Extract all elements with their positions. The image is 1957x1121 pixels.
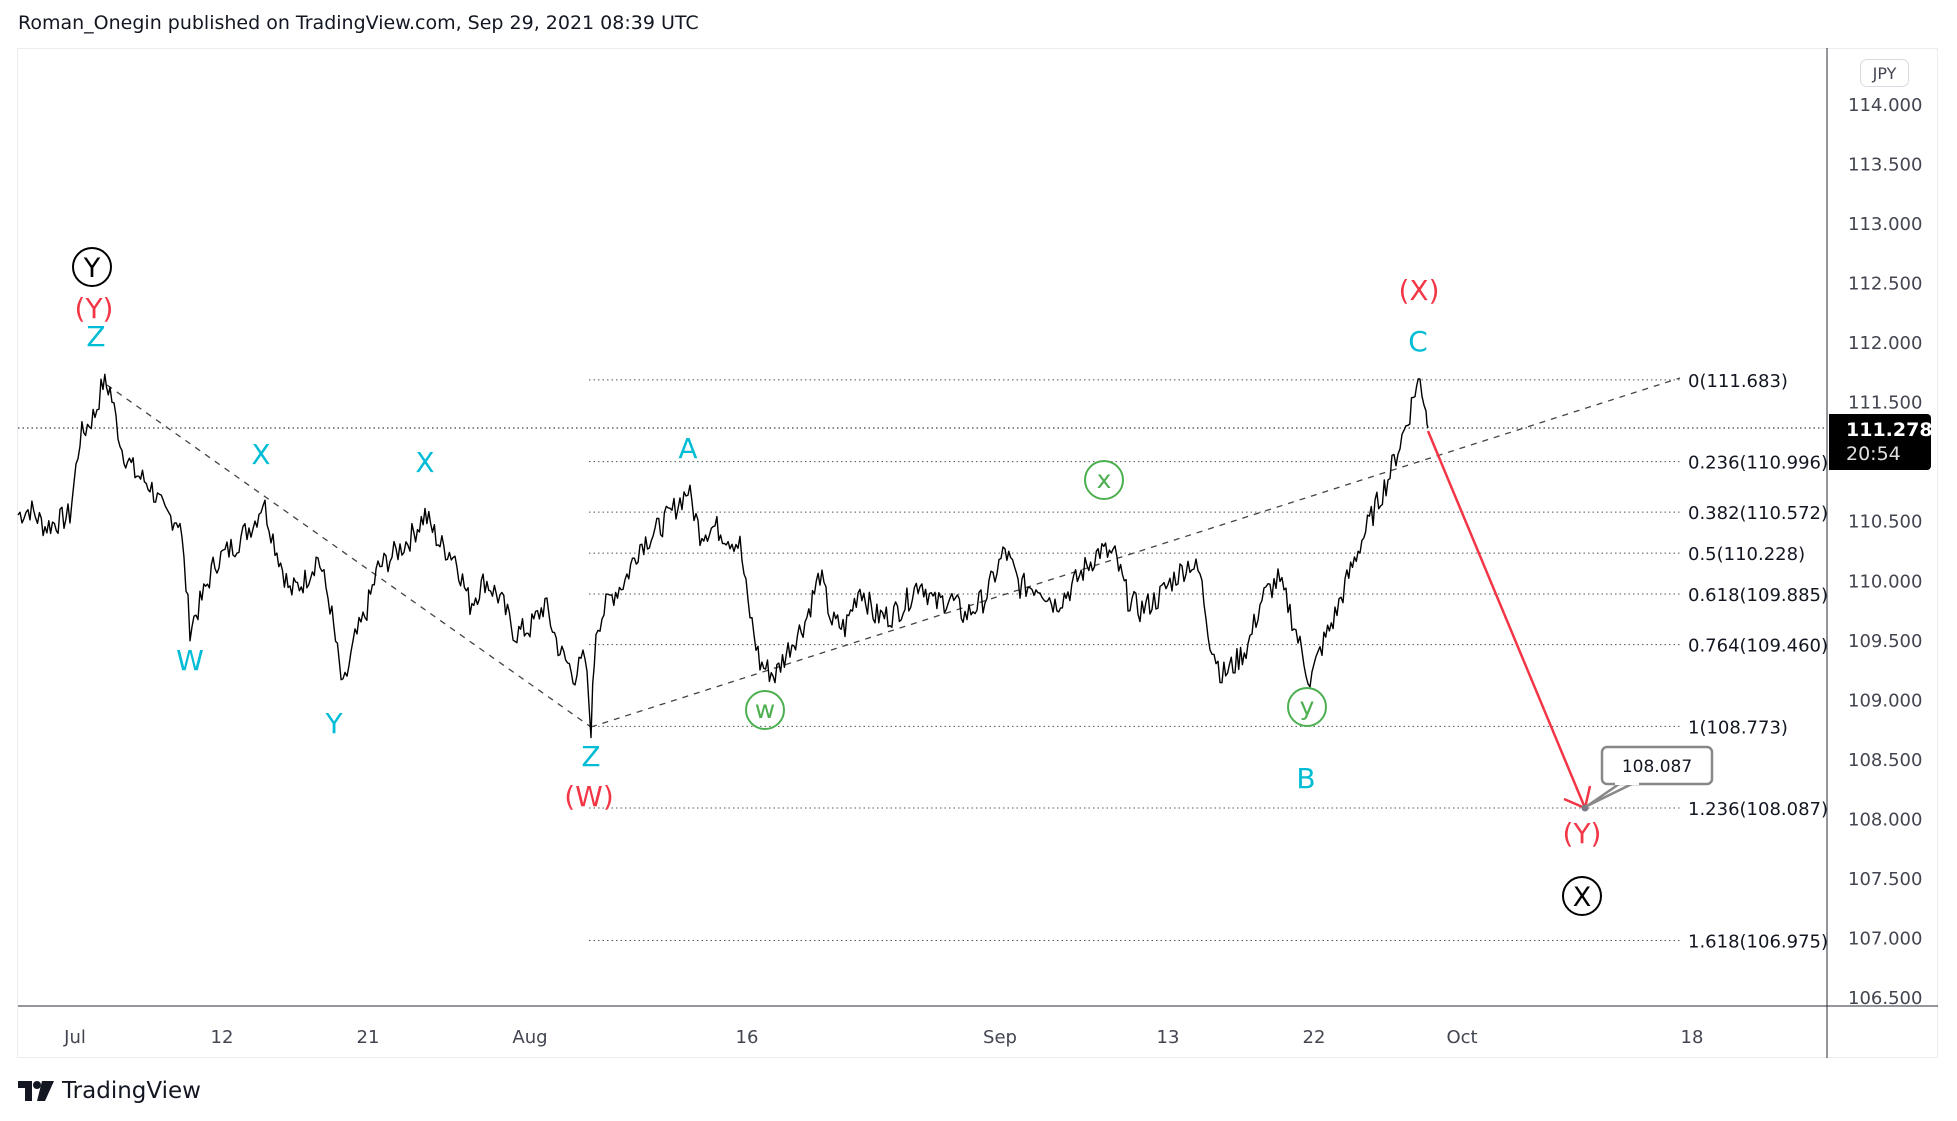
fib-level-label: 0.236(110.996) xyxy=(1688,453,1828,474)
svg-text:Z: Z xyxy=(581,740,600,773)
price-tick: 113.500 xyxy=(1848,155,1922,176)
svg-text:X: X xyxy=(415,446,434,479)
price-axis[interactable]: 114.000 113.500 113.000 112.500 112.000 111.5… xyxy=(1848,95,1922,1009)
price-tick: 108.500 xyxy=(1848,750,1922,771)
fib-level-label: 0.618(109.885) xyxy=(1688,585,1828,606)
price-tick: 107.000 xyxy=(1848,928,1922,949)
time-tick: Aug xyxy=(512,1027,547,1048)
svg-text:Z: Z xyxy=(86,320,105,353)
wave-label-minor[interactable]: X xyxy=(415,446,434,479)
bar-countdown: 20:54 xyxy=(1846,443,1901,465)
price-tick: 111.500 xyxy=(1848,393,1922,414)
svg-text:(Y): (Y) xyxy=(75,292,114,325)
wave-label-intermediate[interactable]: (Y) xyxy=(1563,817,1602,850)
svg-text:w: w xyxy=(755,695,775,724)
fib-level-label: 1.236(108.087) xyxy=(1688,799,1828,820)
publisher-header: Roman_Onegin published on TradingView.co… xyxy=(18,12,699,34)
svg-text:X: X xyxy=(251,438,270,471)
wave-label-minor[interactable]: X xyxy=(251,438,270,471)
price-tick: 106.500 xyxy=(1848,988,1922,1009)
wave-label-intermediate[interactable]: (X) xyxy=(1398,274,1439,307)
svg-text:A: A xyxy=(678,432,697,465)
current-price-value: 111.278 xyxy=(1846,419,1933,441)
currency-button[interactable]: JPY xyxy=(1860,59,1909,87)
svg-text:y: y xyxy=(1300,692,1315,721)
wave-label-minor[interactable]: Z xyxy=(86,320,105,353)
wave-label-minute-circle[interactable]: y xyxy=(1287,687,1327,727)
wave-label-minor[interactable]: B xyxy=(1296,762,1315,795)
wave-label-minor[interactable]: W xyxy=(176,644,204,677)
projection-arrow[interactable] xyxy=(1426,430,1592,810)
tradingview-brand: TradingView xyxy=(62,1078,201,1104)
fib-level-label: 0.382(110.572) xyxy=(1688,503,1828,524)
time-tick: 18 xyxy=(1681,1027,1704,1048)
svg-text:(W): (W) xyxy=(564,780,614,813)
svg-text:(Y): (Y) xyxy=(1563,817,1602,850)
wave-label-minor[interactable]: A xyxy=(678,432,697,465)
svg-text:B: B xyxy=(1296,762,1315,795)
current-price-tag: 111.278 20:54 xyxy=(1829,414,1933,470)
svg-text:W: W xyxy=(176,644,204,677)
wave-label-minute-circle[interactable]: x xyxy=(1084,460,1124,500)
price-tick: 113.000 xyxy=(1848,214,1922,235)
wave-label-intermediate[interactable]: (W) xyxy=(564,780,614,813)
time-tick: 22 xyxy=(1303,1027,1326,1048)
svg-text:(X): (X) xyxy=(1398,274,1439,307)
price-line xyxy=(17,373,1429,739)
trendline-down[interactable] xyxy=(106,384,592,728)
svg-text:x: x xyxy=(1097,465,1112,494)
svg-text:Y: Y xyxy=(324,707,343,740)
target-callout-text: 108.087 xyxy=(1622,757,1692,777)
time-axis[interactable]: Jul 12 21 Aug 16 Sep 13 22 Oct 18 xyxy=(63,1027,1703,1048)
time-tick: Oct xyxy=(1446,1027,1477,1048)
wave-label-minor[interactable]: Y xyxy=(324,707,343,740)
time-tick: Sep xyxy=(983,1027,1017,1048)
wave-label-minute-circle[interactable]: w xyxy=(745,690,785,730)
svg-text:X: X xyxy=(1573,882,1592,913)
target-callout[interactable]: 108.087 xyxy=(1581,745,1714,812)
wave-label-intermediate[interactable]: (Y) xyxy=(75,292,114,325)
time-tick: 16 xyxy=(736,1027,759,1048)
wave-label-minor[interactable]: Z xyxy=(581,740,600,773)
price-tick: 110.500 xyxy=(1848,512,1922,533)
price-tick: 114.000 xyxy=(1848,95,1922,116)
wave-label-primary-circle[interactable]: Y xyxy=(72,247,112,287)
time-tick: 21 xyxy=(357,1027,380,1048)
chart-frame xyxy=(17,48,1938,1058)
svg-text:C: C xyxy=(1408,325,1428,358)
fib-level-label: 0.764(109.460) xyxy=(1688,636,1828,657)
price-tick: 107.500 xyxy=(1848,869,1922,890)
price-tick: 112.000 xyxy=(1848,333,1922,354)
tradingview-logo-icon xyxy=(18,1081,54,1101)
time-tick: Jul xyxy=(63,1027,86,1048)
fib-level-label: 0.5(110.228) xyxy=(1688,544,1805,565)
price-tick: 109.500 xyxy=(1848,631,1922,652)
price-tick: 108.000 xyxy=(1848,809,1922,830)
fibonacci-extension[interactable]: 0(111.683) 0.236(110.996) 0.382(110.572) 0.… xyxy=(589,371,1828,953)
price-tick: 110.000 xyxy=(1848,571,1922,592)
price-tick: 109.000 xyxy=(1848,690,1922,711)
time-tick: 13 xyxy=(1157,1027,1180,1048)
svg-text:Y: Y xyxy=(83,253,101,284)
wave-label-primary-circle[interactable]: X xyxy=(1562,876,1602,916)
fib-level-label: 1.618(106.975) xyxy=(1688,931,1828,952)
price-tick: 112.500 xyxy=(1848,274,1922,295)
time-tick: 12 xyxy=(211,1027,234,1048)
fib-level-label: 0(111.683) xyxy=(1688,371,1788,392)
footer-branding[interactable]: TradingView xyxy=(18,1078,201,1104)
trendline-up[interactable] xyxy=(590,377,1681,728)
fib-level-label: 1(108.773) xyxy=(1688,717,1788,738)
wave-label-minor[interactable]: C xyxy=(1408,325,1428,358)
